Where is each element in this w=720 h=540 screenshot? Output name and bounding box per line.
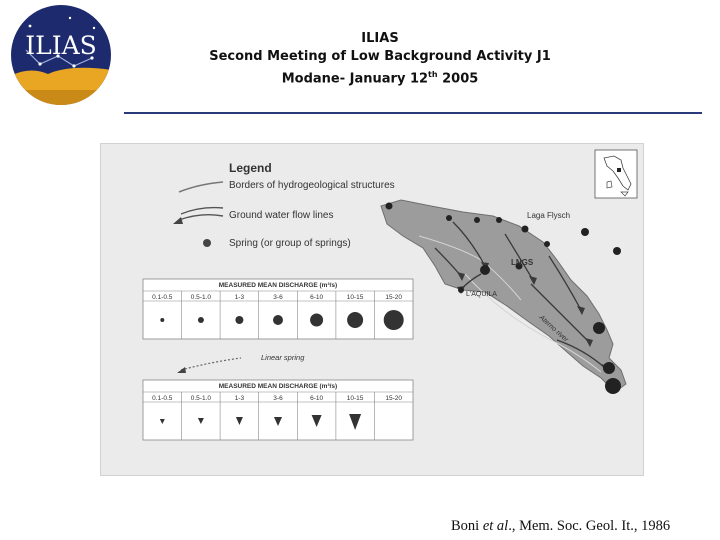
caption-author: Boni (451, 518, 483, 534)
arrow-icon (177, 367, 186, 373)
slide-header: ILIAS Second Meeting of Low Background A… (160, 30, 600, 88)
spring-dot-icon (383, 310, 404, 330)
header-divider (124, 112, 702, 114)
header-line-3-date: Modane- January 12 (281, 71, 429, 87)
table-springs-col: 0.5-1.0 (191, 294, 212, 301)
figure-caption: Boni et al., Mem. Soc. Geol. It., 1986 (451, 518, 670, 535)
caption-etal: et al (482, 518, 509, 534)
spring-dot-icon (160, 318, 165, 322)
linear-spring-triangle-icon (197, 418, 204, 424)
legend-item-spring: Spring (or group of springs) (229, 238, 351, 249)
flow-line (548, 255, 582, 311)
table-linear-col: 0.1-0.5 (152, 395, 173, 402)
table-springs-title: MEASURED MEAN DISCHARGE (m³/s) (219, 282, 337, 289)
spring-dot-icon (581, 228, 589, 236)
table-springs-col: 0.1-0.5 (152, 294, 173, 301)
spring-dot-icon (446, 215, 452, 221)
ilias-logo: ILIAS (11, 5, 111, 105)
table-springs-col: 1-3 (235, 294, 245, 301)
spring-dot-icon (603, 362, 615, 374)
hydrogeological-map-figure: Legend Borders of hydrogeological struct… (100, 143, 644, 476)
table-linear-title: MEASURED MEAN DISCHARGE (m³/s) (219, 383, 337, 390)
spring-dot-icon (458, 287, 464, 293)
map-label-laga: Laga Flysch (527, 211, 570, 220)
inset-map-italy (594, 149, 638, 199)
flow-line-sample (180, 206, 224, 215)
table-linear-col: 6-10 (310, 395, 323, 402)
linear-spring-triangle-icon (274, 417, 282, 426)
linear-spring-triangle-icon (235, 417, 243, 425)
spring-dot-icon (515, 262, 523, 270)
gran-sasso-map: Laga Flysch LNGS L'AQUILA Aterno river (380, 199, 627, 394)
table-linear-col: 10-15 (347, 395, 364, 402)
table-linear-col: 1-3 (235, 395, 245, 402)
legend-item-borders: Borders of hydrogeological structures (229, 180, 395, 191)
table-linear-col: 15-20 (385, 395, 402, 402)
linear-spring-triangle-icon (349, 414, 362, 430)
arrow-icon (529, 276, 537, 285)
flow-line (530, 283, 590, 343)
flow-line (452, 221, 486, 267)
map-label-laquila: L'AQUILA (466, 291, 497, 298)
spring-dot-icon (496, 217, 502, 223)
linear-spring-triangle-icon (311, 415, 322, 427)
border-line-sample (178, 181, 224, 193)
arrow-icon (585, 338, 593, 347)
header-line-3: Modane- January 12th 2005 (160, 66, 600, 88)
linear-spring-label: Linear spring (261, 353, 305, 362)
map-label-lngs: LNGS (511, 258, 534, 267)
linear-spring-triangle-icon (159, 419, 165, 424)
hydrogeological-structure (380, 199, 627, 393)
table-springs-col: 6-10 (310, 294, 323, 301)
spring-dot-icon (385, 202, 393, 210)
spring-dot-icon (203, 239, 211, 247)
spring-dot-icon (347, 312, 364, 328)
spring-dot-icon (474, 217, 480, 223)
table-springs-col: 3-6 (273, 294, 283, 301)
legend-item-flow: Ground water flow lines (229, 210, 334, 221)
caption-reference: ., Mem. Soc. Geol. It., 1986 (508, 518, 671, 534)
spring-dot-icon (235, 316, 244, 324)
linear-spring-sample (180, 357, 242, 371)
discharge-table-linear-springs: MEASURED MEAN DISCHARGE (m³/s) 0.1-0.5 0… (142, 379, 414, 441)
arrow-icon (577, 306, 585, 315)
spring-dot-icon (605, 378, 621, 394)
spring-dot-icon (197, 317, 204, 323)
logo-text: ILIAS (25, 31, 97, 60)
header-line-3-year: 2005 (437, 71, 479, 87)
discharge-table-springs: MEASURED MEAN DISCHARGE (m³/s) 0.1-0.5 0… (142, 278, 414, 340)
header-line-3-sup: th (428, 70, 438, 79)
header-line-1: ILIAS (361, 31, 399, 46)
spring-dot-icon (521, 225, 529, 233)
spring-dot-icon (593, 322, 605, 334)
arrow-icon (457, 272, 465, 281)
flow-line (556, 339, 606, 369)
table-linear-col: 0.5-1.0 (191, 395, 212, 402)
header-line-2: Second Meeting of Low Background Activit… (209, 49, 551, 64)
spring-dot-icon (273, 315, 283, 325)
table-linear-col: 3-6 (273, 395, 283, 402)
spring-dot-icon (310, 313, 324, 327)
spring-dot-icon (613, 247, 621, 255)
spring-dot-icon (544, 241, 550, 247)
table-springs-col: 10-15 (347, 294, 364, 301)
spring-dot-icon (480, 265, 490, 275)
legend-title: Legend (229, 161, 272, 175)
table-springs-col: 15-20 (385, 294, 402, 301)
arrow-icon (173, 217, 183, 224)
